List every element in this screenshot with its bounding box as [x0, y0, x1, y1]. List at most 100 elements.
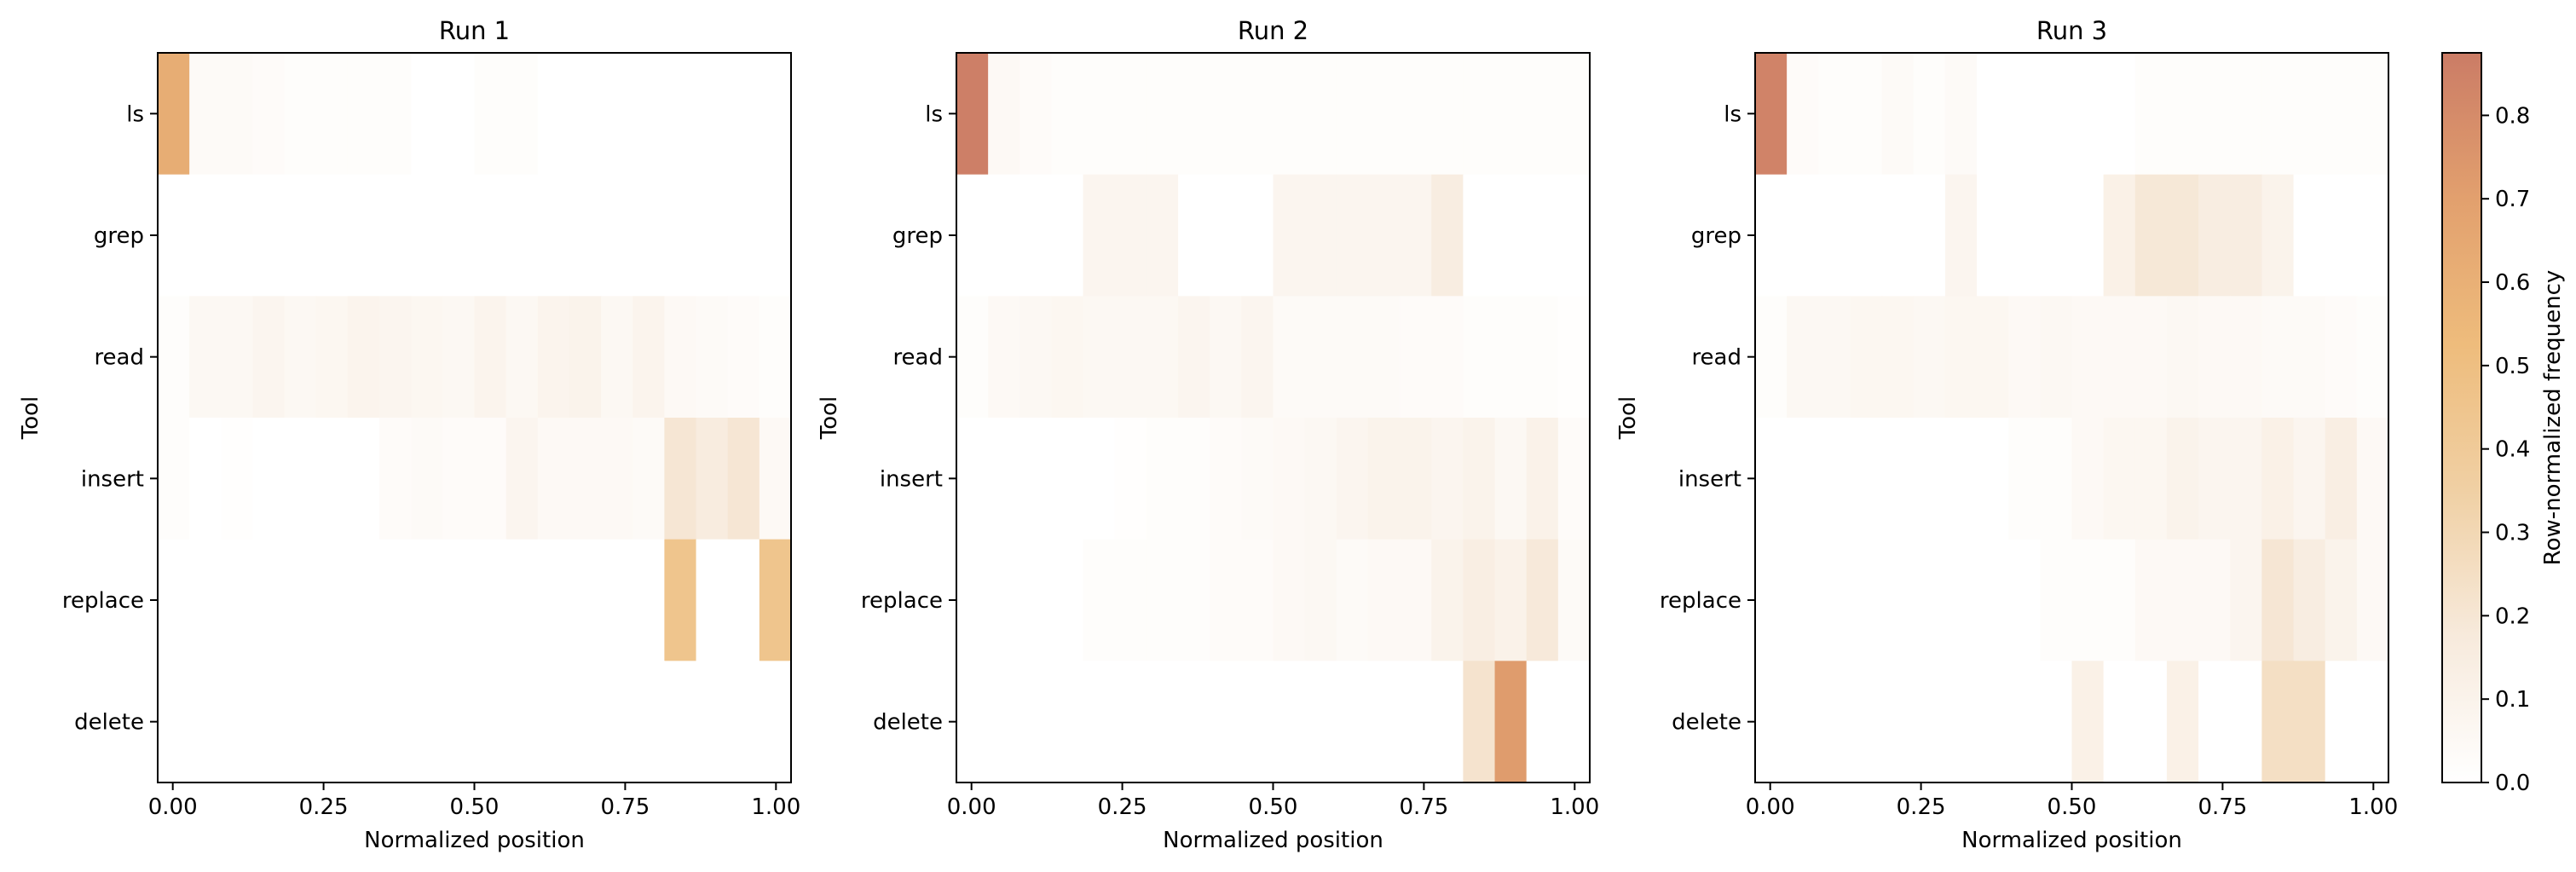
heatmap-cell: [2166, 296, 2199, 419]
heatmap-cell: [411, 296, 443, 419]
heatmap-cell: [956, 418, 989, 540]
heatmap-panel-3: Run 3 ls grep read insert replace delete 0.00 0.…: [1615, 16, 2398, 853]
heatmap-cell: [632, 539, 665, 661]
heatmap-cell: [569, 296, 602, 419]
y-tick-label: grep: [94, 223, 144, 249]
colorbar-tick-label: 0.6: [2495, 270, 2530, 296]
heatmap-cell: [221, 418, 254, 540]
heatmap-cell: [189, 661, 222, 783]
heatmap-cell: [1051, 418, 1084, 540]
heatmap-cell: [1755, 661, 1788, 783]
heatmap-cell: [1210, 53, 1242, 176]
heatmap-cell: [696, 296, 729, 419]
heatmap-cell: [1241, 418, 1274, 540]
heatmap-cell: [505, 296, 539, 419]
heatmap-cell: [2040, 539, 2073, 661]
heatmap-cell: [347, 174, 380, 297]
heatmap-cell: [1336, 418, 1369, 540]
heatmap-cell: [1977, 661, 2009, 783]
heatmap-cell: [1881, 53, 1915, 176]
y-tick-label: delete: [74, 710, 144, 736]
heatmap-cell: [1463, 539, 1496, 661]
heatmap-cell: [2040, 174, 2073, 297]
heatmap-cell: [1367, 53, 1401, 176]
heatmap-cell: [1178, 296, 1210, 419]
heatmap-cell: [1913, 53, 1946, 176]
heatmap-cell: [1463, 418, 1496, 540]
heatmap-cell: [2325, 661, 2358, 783]
x-axis-label: Normalized position: [364, 828, 585, 853]
heatmap-cell: [2071, 174, 2105, 297]
heatmap-cell: [252, 539, 286, 661]
heatmap-cell: [2293, 418, 2326, 540]
heatmap-cell: [601, 296, 633, 419]
heatmap-cell: [2261, 53, 2295, 176]
heatmap-cell: [1850, 53, 1883, 176]
heatmap-cell: [1367, 661, 1401, 783]
y-tick-label: delete: [873, 710, 943, 736]
heatmap-cell: [1787, 296, 1819, 419]
heatmap-cell: [2356, 174, 2389, 297]
heatmap-cell: [1850, 661, 1883, 783]
heatmap-cell: [2166, 661, 2199, 783]
heatmap-cell: [1557, 174, 1591, 297]
heatmap-cell: [2293, 296, 2326, 419]
heatmap-cell: [1273, 661, 1306, 783]
heatmap-cell: [1755, 53, 1788, 176]
heatmap-cell: [505, 174, 539, 297]
x-axis-label: Normalized position: [1163, 828, 1383, 853]
heatmap-cell: [284, 53, 317, 176]
heatmap-cell: [2103, 296, 2136, 419]
heatmap-cell: [1526, 53, 1559, 176]
heatmap-cell: [988, 174, 1020, 297]
heatmap-cell: [1431, 296, 1464, 419]
heatmap-cell: [569, 418, 602, 540]
heatmap-cell: [696, 174, 729, 297]
heatmap-cell: [1881, 296, 1915, 419]
heatmap-cell: [601, 418, 633, 540]
heatmap-cell: [696, 418, 729, 540]
heatmap-cell: [315, 418, 349, 540]
heatmap-cell: [2325, 53, 2358, 176]
heatmap-cell: [1367, 418, 1401, 540]
heatmap-cell: [1913, 174, 1946, 297]
heatmap-cell: [759, 174, 792, 297]
heatmap-cell: [569, 661, 602, 783]
heatmap-cell: [727, 661, 760, 783]
heatmap-cell: [1755, 539, 1788, 661]
heatmap-cell: [1818, 53, 1851, 176]
heatmap-cell: [1114, 661, 1147, 783]
heatmap-cell: [537, 418, 570, 540]
heatmap-cell: [2071, 539, 2105, 661]
colorbar-tick-label: 0.1: [2495, 687, 2530, 713]
x-tick-label: 1.00: [1550, 794, 1599, 820]
heatmap-cell: [1367, 296, 1401, 419]
panel-title: Run 1: [439, 16, 510, 45]
heatmap-cell: [2198, 418, 2231, 540]
heatmap-cell: [956, 174, 989, 297]
heatmap-cell: [1431, 53, 1464, 176]
heatmap-cell: [1210, 174, 1242, 297]
heatmap-cell: [2103, 418, 2136, 540]
x-tick-label: 0.75: [600, 794, 650, 820]
x-tick-label: 1.00: [751, 794, 800, 820]
heatmap-cell: [1463, 174, 1496, 297]
heatmap-cell: [1977, 53, 2009, 176]
heatmap-cell: [1019, 174, 1053, 297]
heatmap-cell: [442, 53, 476, 176]
heatmap-cell: [1400, 661, 1432, 783]
heatmap-cell: [1367, 539, 1401, 661]
x-tick-label: 0.00: [1746, 794, 1795, 820]
heatmap-cell: [252, 418, 286, 540]
heatmap-cell: [2325, 418, 2358, 540]
heatmap-cell: [442, 418, 476, 540]
heatmap-cell: [727, 53, 760, 176]
heatmap-cell: [2198, 661, 2231, 783]
heatmap-cell: [2134, 661, 2168, 783]
heatmap-cell: [759, 418, 792, 540]
heatmap-cell: [988, 418, 1020, 540]
x-tick-label: 1.00: [2348, 794, 2398, 820]
heatmap-cell: [2008, 539, 2041, 661]
heatmap-cell: [1273, 174, 1306, 297]
y-tick-label: insert: [880, 466, 943, 492]
